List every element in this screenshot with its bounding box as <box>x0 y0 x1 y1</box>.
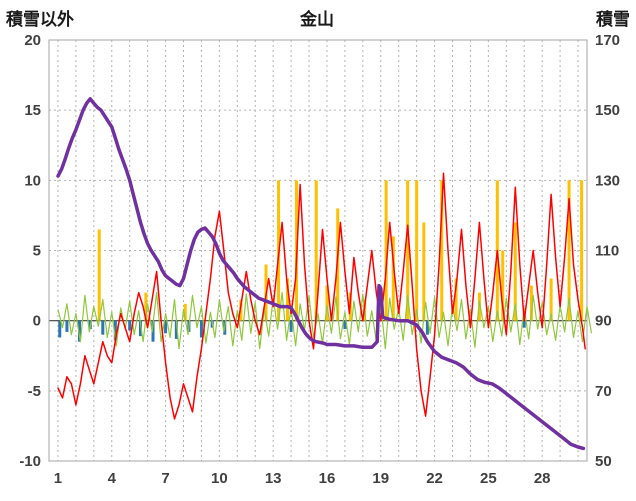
orange-bars <box>384 180 388 321</box>
purple-line <box>56 97 586 451</box>
orange-bars <box>97 229 101 321</box>
right-axis-tick-label: 50 <box>595 453 612 470</box>
left-axis-tick-label: 15 <box>24 102 41 119</box>
x-axis-tick-label: 13 <box>265 470 282 487</box>
orange-bars <box>422 222 426 321</box>
left-axis-tick-label: 20 <box>24 32 41 49</box>
left-axis-tick-label: 5 <box>33 243 41 260</box>
x-axis-tick-label: 1 <box>54 470 62 487</box>
left-axis-tick-label: -10 <box>19 453 41 470</box>
left-axis-tick-label: 10 <box>24 172 41 189</box>
x-axis-tick-label: 25 <box>480 470 497 487</box>
x-axis-tick-label: 4 <box>108 470 117 487</box>
x-axis-tick-label: 7 <box>161 470 169 487</box>
orange-bars <box>314 180 318 321</box>
blue-bars <box>151 320 155 342</box>
right-axis-tick-label: 90 <box>595 313 612 330</box>
orange-bars <box>580 180 584 321</box>
x-axis-tick-label: 19 <box>372 470 389 487</box>
blue-bars <box>77 320 81 342</box>
blue-bars <box>343 320 347 330</box>
left-axis-tick-label: -5 <box>28 383 41 400</box>
blue-bars <box>425 320 429 335</box>
x-axis-tick-label: 16 <box>319 470 336 487</box>
chart-title: 金山 <box>299 10 334 29</box>
blue-bars <box>164 320 168 334</box>
orange-bars <box>391 236 395 321</box>
left-axis-title: 積雪以外 <box>6 10 74 29</box>
blue-bars <box>58 320 62 338</box>
blue-bars <box>138 320 142 337</box>
right-axis-title: 積雪 <box>596 10 630 29</box>
orange-bars <box>513 222 517 321</box>
blue-bars <box>113 320 117 341</box>
x-axis-tick-label: 22 <box>426 470 443 487</box>
right-axis-tick-label: 130 <box>595 172 620 189</box>
orange-bars <box>501 250 505 321</box>
blue-bars <box>289 320 293 332</box>
right-axis-tick-label: 150 <box>595 102 620 119</box>
orange-bars <box>440 180 444 321</box>
right-axis-tick-label: 110 <box>595 243 619 260</box>
blue-bars <box>128 320 132 331</box>
blue-bars <box>174 320 178 339</box>
right-axis-tick-label: 170 <box>595 32 620 49</box>
blue-bars <box>199 320 203 338</box>
orange-bars <box>567 180 571 321</box>
blue-bars <box>522 320 526 328</box>
orange-bars <box>549 278 553 321</box>
blue-bars <box>65 320 69 332</box>
orange-bars <box>144 292 148 321</box>
orange-bars <box>454 278 458 321</box>
red-line <box>57 172 586 420</box>
left-axis-tick-label: 0 <box>33 313 41 330</box>
x-axis-tick-label: 10 <box>211 470 228 487</box>
green-line <box>57 292 593 350</box>
orange-bars <box>183 303 187 321</box>
orange-bars <box>286 278 290 321</box>
orange-bars <box>415 180 419 321</box>
orange-bars <box>529 285 533 321</box>
right-axis-tick-label: 70 <box>595 383 612 400</box>
plot-border <box>48 39 588 462</box>
blue-bars <box>101 320 105 335</box>
orange-bars <box>325 285 329 321</box>
orange-bars <box>406 180 410 321</box>
orange-bars <box>239 299 243 321</box>
x-axis-tick-label: 28 <box>534 470 551 487</box>
